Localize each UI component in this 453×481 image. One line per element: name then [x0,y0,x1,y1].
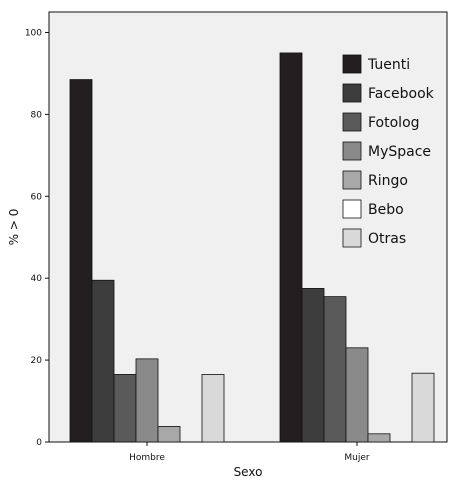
legend-swatch-tuenti [342,54,362,74]
x-tick-label: Mujer [344,453,370,463]
legend-label-myspace: MySpace [368,144,431,160]
legend-swatch-bebo [342,199,362,219]
y-tick-label: 20 [31,356,43,366]
y-tick-label: 80 [31,110,43,120]
plot-area [48,11,448,443]
bar-myspace-mujer [345,347,369,443]
legend-swatch-ringo [342,170,362,190]
legend-label-otras: Otras [368,231,406,247]
bar-facebook-hombre [91,279,115,443]
legend-swatch-fotolog [342,112,362,132]
x-tick-label: Hombre [129,453,165,463]
legend-swatch-myspace [342,141,362,161]
legend-label-ringo: Ringo [368,173,408,189]
bar-fotolog-hombre [113,374,137,443]
bar-otras-mujer [411,372,435,443]
bar-facebook-mujer [301,288,325,443]
bar-otras-hombre [201,374,225,443]
legend-label-bebo: Bebo [368,202,404,218]
legend-label-tuenti: Tuenti [367,57,410,73]
bar-myspace-hombre [135,358,159,443]
y-tick-label: 60 [31,192,43,202]
y-tick-label: 100 [25,28,42,38]
x-axis-title: Sexo [234,465,263,479]
bar-tuenti-hombre [69,79,93,443]
legend-swatch-otras [342,228,362,248]
bar-ringo-hombre [157,426,181,443]
bar-tuenti-mujer [279,52,303,443]
y-axis-title: % > 0 [7,209,21,246]
y-tick-label: 0 [36,438,42,448]
bar-ringo-mujer [367,433,391,443]
y-tick-label: 40 [31,274,43,284]
bar-fotolog-mujer [323,296,347,443]
legend-label-fotolog: Fotolog [368,115,420,131]
legend-swatch-facebook [342,83,362,103]
legend-label-facebook: Facebook [368,86,435,102]
